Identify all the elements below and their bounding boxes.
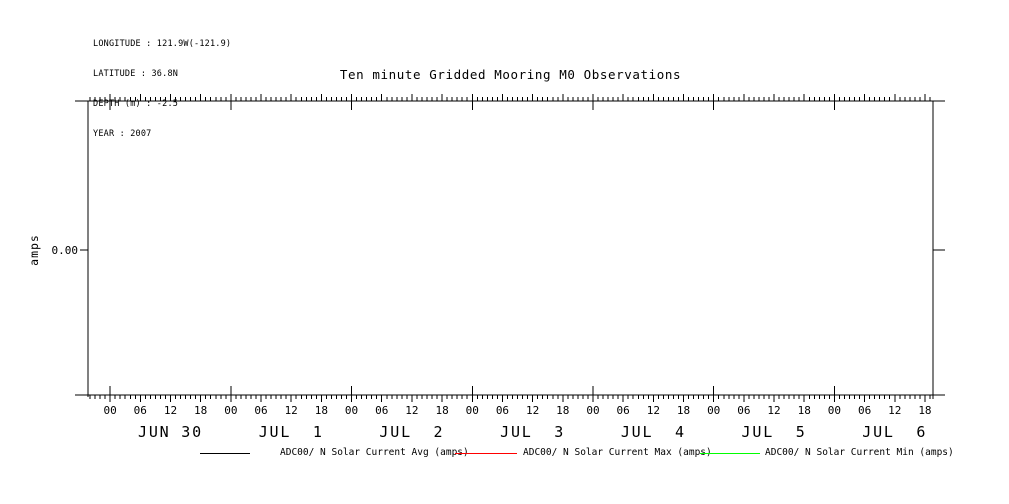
svg-text:06: 06 — [858, 404, 871, 417]
svg-text:JUL 2: JUL 2 — [379, 423, 444, 441]
svg-text:00: 00 — [104, 404, 117, 417]
svg-text:06: 06 — [496, 404, 509, 417]
svg-text:JUL 1: JUL 1 — [259, 423, 324, 441]
svg-text:06: 06 — [134, 404, 147, 417]
svg-text:JUL 4: JUL 4 — [621, 423, 686, 441]
svg-text:JUL 6: JUL 6 — [862, 423, 927, 441]
svg-text:12: 12 — [888, 404, 901, 417]
svg-text:amps: amps — [27, 234, 41, 266]
svg-text:12: 12 — [405, 404, 418, 417]
metadata-block: LONGITUDE : 121.9W(-121.9) LATITUDE : 36… — [93, 19, 231, 159]
svg-text:00: 00 — [224, 404, 237, 417]
svg-text:18: 18 — [556, 404, 569, 417]
svg-text:00: 00 — [707, 404, 720, 417]
svg-text:12: 12 — [285, 404, 298, 417]
svg-text:18: 18 — [315, 404, 328, 417]
svg-text:18: 18 — [798, 404, 811, 417]
svg-text:00: 00 — [466, 404, 479, 417]
svg-text:12: 12 — [164, 404, 177, 417]
metadata-latitude: LATITUDE : 36.8N — [93, 69, 179, 79]
svg-text:JUL 3: JUL 3 — [500, 423, 565, 441]
metadata-longitude: LONGITUDE : 121.9W(-121.9) — [93, 39, 232, 49]
svg-text:12: 12 — [647, 404, 660, 417]
svg-text:00: 00 — [828, 404, 841, 417]
svg-text:12: 12 — [767, 404, 780, 417]
svg-text:18: 18 — [435, 404, 448, 417]
svg-text:12: 12 — [526, 404, 539, 417]
metadata-depth: DEPTH (m) : -2.5 — [93, 99, 179, 109]
svg-text:18: 18 — [194, 404, 207, 417]
svg-text:JUL 5: JUL 5 — [742, 423, 807, 441]
chart-title: Ten minute Gridded Mooring M0 Observatio… — [339, 67, 682, 82]
svg-text:00: 00 — [345, 404, 358, 417]
svg-text:JUN 30: JUN 30 — [138, 423, 203, 441]
svg-text:18: 18 — [918, 404, 931, 417]
svg-text:0.00: 0.00 — [52, 244, 79, 257]
svg-text:00: 00 — [586, 404, 599, 417]
svg-text:06: 06 — [737, 404, 750, 417]
svg-text:18: 18 — [677, 404, 690, 417]
svg-text:06: 06 — [617, 404, 630, 417]
metadata-year: YEAR : 2007 — [93, 129, 152, 139]
svg-text:06: 06 — [254, 404, 267, 417]
svg-text:06: 06 — [375, 404, 388, 417]
